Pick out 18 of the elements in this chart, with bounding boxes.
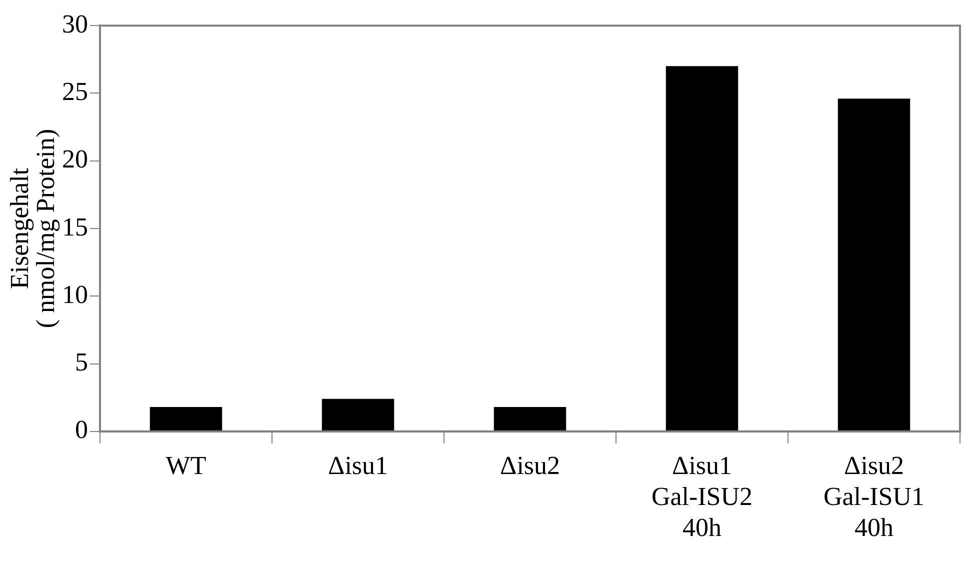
y-tick-label: 30 bbox=[62, 9, 88, 38]
y-axis-title: Eisengehalt ( nmol/mg Protein) bbox=[4, 128, 60, 328]
y-tick-label: 0 bbox=[75, 415, 88, 444]
y-tick-label: 10 bbox=[62, 280, 88, 309]
bar bbox=[838, 98, 910, 431]
bar bbox=[494, 407, 566, 431]
x-tick-label: Δisu2 Gal-ISU1 40h bbox=[823, 450, 925, 542]
x-tick-label: WT bbox=[166, 450, 206, 480]
bar bbox=[322, 398, 394, 431]
y-tick-label: 15 bbox=[62, 212, 88, 242]
y-tick-label: 20 bbox=[62, 144, 88, 174]
bar bbox=[666, 66, 738, 431]
x-tick-label: Δisu2 bbox=[500, 450, 560, 480]
x-tick-label: Δisu1 bbox=[328, 450, 388, 480]
bar bbox=[150, 407, 222, 431]
x-tick-label: Δisu1 Gal-ISU2 40h bbox=[651, 450, 753, 542]
y-tick-label: 25 bbox=[62, 77, 88, 106]
y-tick-label: 5 bbox=[75, 348, 88, 377]
